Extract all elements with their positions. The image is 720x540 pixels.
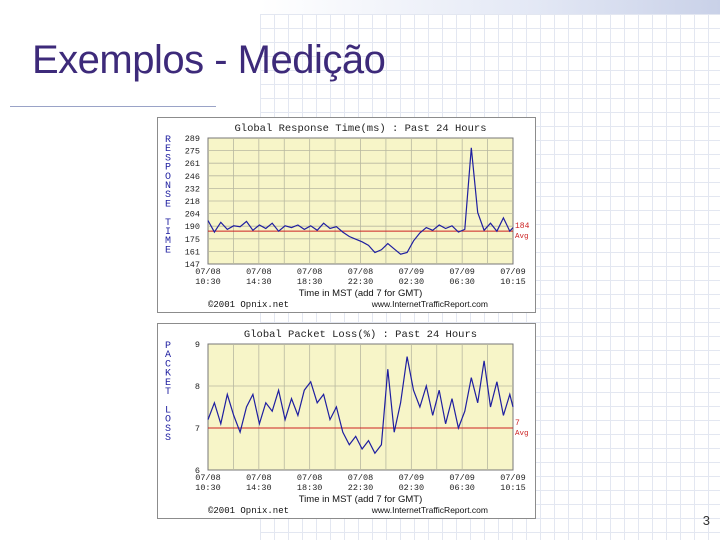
y-axis-label-letter: L: [165, 405, 171, 416]
y-tick-label: 204: [185, 210, 200, 220]
y-axis-label-letter: T: [165, 218, 171, 229]
y-tick-label: 289: [185, 134, 200, 144]
x-tick-date: 07/08: [246, 473, 272, 483]
x-tick-date: 07/08: [195, 267, 221, 277]
response-time-chart-svg: Global Response Time(ms) : Past 24 Hours…: [165, 123, 530, 310]
y-tick-label: 232: [185, 184, 200, 194]
x-tick-time: 02:30: [399, 277, 425, 287]
x-tick-date: 07/09: [399, 267, 425, 277]
y-tick-label: 261: [185, 159, 200, 169]
y-tick-label: 246: [185, 172, 200, 182]
x-tick-time: 22:30: [348, 483, 374, 493]
slide-title: Exemplos - Medição: [32, 38, 386, 82]
y-axis-label-letter: E: [165, 378, 171, 389]
x-tick-time: 10:15: [500, 483, 526, 493]
x-tick-time: 06:30: [449, 483, 475, 493]
x-tick-date: 07/08: [348, 473, 374, 483]
x-tick-time: 10:15: [500, 277, 526, 287]
y-axis-label-letter: P: [165, 163, 171, 174]
x-tick-time: 10:30: [195, 483, 221, 493]
x-tick-time: 14:30: [246, 277, 272, 287]
x-axis-label: Time in MST (add 7 for GMT): [299, 288, 423, 299]
y-axis-label-letter: S: [165, 433, 171, 444]
y-axis-label-letter: E: [165, 245, 171, 256]
x-tick-date: 07/09: [500, 473, 526, 483]
y-tick-label: 8: [195, 382, 200, 392]
title-underline: [10, 106, 216, 107]
chart-title: Global Response Time(ms) : Past 24 Hours: [234, 123, 486, 135]
y-axis-label-letter: S: [165, 153, 171, 164]
average-sublabel: Avg: [515, 430, 529, 438]
x-tick-time: 02:30: [399, 483, 425, 493]
x-tick-date: 07/09: [449, 267, 475, 277]
y-axis-label-letter: E: [165, 144, 171, 155]
x-tick-time: 06:30: [449, 277, 475, 287]
x-tick-time: 18:30: [297, 277, 323, 287]
y-axis-label-letter: T: [165, 387, 171, 398]
series-line: [207, 147, 514, 255]
series-line: [207, 356, 514, 455]
x-tick-time: 22:30: [348, 277, 374, 287]
y-axis-label-letter: P: [165, 341, 171, 352]
footer-copyright: ©2001 Opnix.net: [208, 300, 289, 310]
y-axis-label-letter: O: [165, 415, 171, 426]
x-tick-time: 18:30: [297, 483, 323, 493]
x-tick-date: 07/08: [246, 267, 272, 277]
x-axis-label: Time in MST (add 7 for GMT): [299, 494, 423, 505]
y-axis-label-letter: O: [165, 172, 171, 183]
y-axis-label-letter: S: [165, 424, 171, 435]
x-tick-date: 07/09: [449, 473, 475, 483]
y-tick-label: 275: [185, 147, 200, 157]
y-axis-label-letter: E: [165, 199, 171, 210]
y-axis-label-letter: C: [165, 359, 171, 370]
y-tick-label: 161: [185, 247, 200, 257]
packet-loss-chart: Global Packet Loss(%) : Past 24 Hours P A C…: [157, 323, 536, 519]
header-gradient-bar: [260, 0, 720, 14]
x-tick-date: 07/08: [297, 267, 323, 277]
y-axis-label-letter: S: [165, 190, 171, 201]
y-axis-label-letter: N: [165, 181, 171, 192]
average-value-label: 7: [515, 419, 520, 428]
average-sublabel: Avg: [515, 233, 529, 241]
footer-website: www.InternetTrafficReport.com: [371, 299, 488, 309]
x-tick-date: 07/09: [399, 473, 425, 483]
y-tick-label: 9: [195, 340, 200, 350]
y-axis-label-letter: I: [165, 227, 171, 238]
y-tick-label: 147: [185, 260, 200, 270]
y-tick-label: 7: [195, 424, 200, 434]
page-number: 3: [702, 513, 710, 528]
x-tick-date: 07/08: [297, 473, 323, 483]
y-tick-label: 175: [185, 235, 200, 245]
packet-loss-chart-svg: Global Packet Loss(%) : Past 24 Hours PAC…: [165, 329, 529, 516]
average-value-label: 184: [515, 222, 530, 231]
y-tick-label: 6: [195, 466, 200, 476]
x-tick-date: 07/08: [195, 473, 221, 483]
y-tick-label: 190: [185, 222, 200, 232]
y-axis-label-letter: K: [165, 369, 171, 380]
response-time-chart: Global Response Time(ms) : Past 24 Hours…: [157, 117, 536, 313]
x-tick-time: 14:30: [246, 483, 272, 493]
chart-title: Global Packet Loss(%) : Past 24 Hours: [244, 329, 477, 341]
y-tick-label: 218: [185, 197, 200, 207]
y-axis-label-letter: A: [165, 350, 171, 361]
footer-website: www.InternetTrafficReport.com: [371, 505, 488, 515]
y-axis-label-letter: M: [165, 236, 171, 247]
x-tick-date: 07/08: [348, 267, 374, 277]
x-tick-date: 07/09: [500, 267, 526, 277]
footer-copyright: ©2001 Opnix.net: [208, 506, 289, 516]
y-axis-label-letter: R: [165, 135, 171, 146]
x-tick-time: 10:30: [195, 277, 221, 287]
